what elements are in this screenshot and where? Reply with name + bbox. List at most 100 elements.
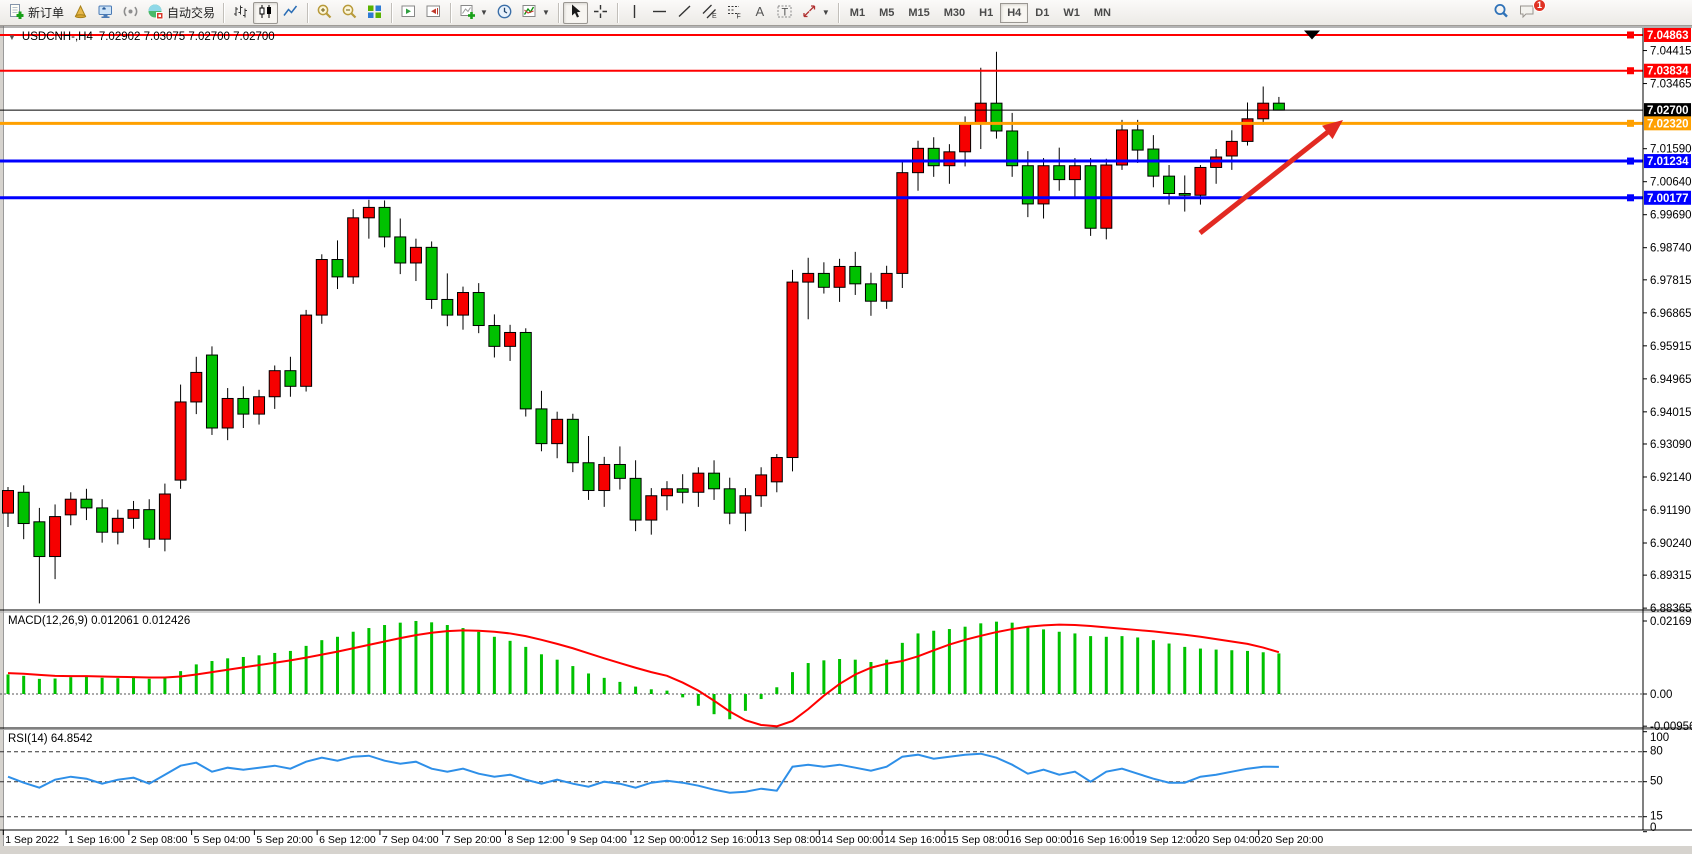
svg-text:7 Sep 20:00: 7 Sep 20:00 bbox=[445, 834, 502, 846]
svg-text:6.89315: 6.89315 bbox=[1650, 570, 1692, 582]
price-chart-canvas[interactable]: 7.04415 7.03465 7.01590 7.00640 6.99690 6.987… bbox=[0, 26, 1692, 854]
svg-text:20 Sep 20:00: 20 Sep 20:00 bbox=[1261, 834, 1324, 846]
svg-text:12 Sep 16:00: 12 Sep 16:00 bbox=[696, 834, 759, 846]
new-template-button[interactable]: ▼ bbox=[455, 2, 492, 24]
zoom-out-button[interactable] bbox=[337, 2, 362, 24]
svg-text:7.00640: 7.00640 bbox=[1650, 177, 1692, 189]
timeframe-H1[interactable]: H1 bbox=[979, 6, 994, 19]
cursor-tool-button[interactable] bbox=[562, 1, 588, 24]
svg-text:8 Sep 12:00: 8 Sep 12:00 bbox=[507, 834, 564, 846]
svg-text:6.96865: 6.96865 bbox=[1650, 308, 1692, 320]
equidistant-channel-tool-button[interactable]: E bbox=[697, 2, 722, 24]
period-button[interactable] bbox=[492, 2, 517, 24]
toolbar: 新订单 自动交易 bbox=[0, 0, 1692, 26]
svg-text:15: 15 bbox=[1650, 811, 1663, 823]
svg-text:16 Sep 00:00: 16 Sep 00:00 bbox=[1010, 834, 1073, 846]
toolbar-separator bbox=[557, 2, 559, 23]
signal-button[interactable] bbox=[118, 2, 143, 24]
rsi-indicator-label: RSI(14) 64.8542 bbox=[8, 733, 93, 745]
horizontal-line-tool-button[interactable] bbox=[647, 2, 672, 24]
candlestick-mode-button[interactable] bbox=[253, 1, 279, 24]
svg-text:6.95915: 6.95915 bbox=[1650, 341, 1692, 353]
svg-text:19 Sep 12:00: 19 Sep 12:00 bbox=[1135, 834, 1198, 846]
channel-icon: E bbox=[701, 3, 718, 23]
svg-text:7.02320: 7.02320 bbox=[1647, 118, 1689, 130]
svg-text:7.03465: 7.03465 bbox=[1650, 79, 1692, 91]
toolbar-separator bbox=[307, 2, 309, 23]
chevron-down-icon: ▼ bbox=[541, 8, 550, 17]
svg-text:7.01590: 7.01590 bbox=[1650, 144, 1692, 156]
price-level-badge: 7.03834 bbox=[1644, 63, 1691, 78]
arrows-tool-button[interactable]: ▼ bbox=[797, 2, 834, 24]
svg-text:6.91190: 6.91190 bbox=[1650, 505, 1691, 517]
crosshair-tool-button[interactable] bbox=[588, 2, 613, 24]
svg-text:7.02700: 7.02700 bbox=[1647, 105, 1689, 117]
price-axis: 7.04415 7.03465 7.01590 7.00640 6.99690 6.987… bbox=[1642, 27, 1692, 834]
candlesticks bbox=[2, 51, 1285, 604]
timeframe-D1[interactable]: D1 bbox=[1035, 6, 1050, 19]
time-axis: 1 Sep 2022 1 Sep 16:00 2 Sep 08:00 5 Sep 04… bbox=[2, 830, 1324, 846]
vertical-line-tool-button[interactable] bbox=[622, 2, 647, 24]
auto-trading-label: 自动交易 bbox=[167, 6, 216, 20]
macd-indicator-label: MACD(12,26,9) 0.012061 0.012426 bbox=[8, 615, 191, 627]
trend-arrow-annotation bbox=[1198, 120, 1343, 235]
svg-text:0.021693: 0.021693 bbox=[1650, 616, 1692, 628]
timeframe-M15[interactable]: M15 bbox=[908, 6, 930, 19]
svg-text:7.01234: 7.01234 bbox=[1647, 156, 1689, 168]
search-icon bbox=[1492, 2, 1510, 23]
svg-text:6.90240: 6.90240 bbox=[1650, 538, 1692, 550]
svg-text:9 Sep 04:00: 9 Sep 04:00 bbox=[570, 834, 627, 846]
svg-text:0: 0 bbox=[1650, 822, 1656, 834]
ohlc-readout: 7.02902 7.03075 7.02700 7.02700 bbox=[98, 31, 275, 43]
horizontal-line-icon bbox=[651, 3, 668, 23]
svg-text:1 Sep 16:00: 1 Sep 16:00 bbox=[68, 834, 125, 846]
timeframe-M5[interactable]: M5 bbox=[879, 6, 895, 19]
zoom-in-button[interactable] bbox=[312, 2, 337, 24]
text-label-icon: T bbox=[776, 3, 793, 23]
auto-scroll-button[interactable] bbox=[396, 2, 421, 24]
collapse-triangle-icon[interactable]: ▼ bbox=[8, 32, 16, 42]
price-level-badge: 7.00177 bbox=[1644, 190, 1691, 205]
zoom-in-icon bbox=[316, 3, 333, 23]
svg-text:13 Sep 08:00: 13 Sep 08:00 bbox=[759, 834, 822, 846]
timeframe-MN[interactable]: MN bbox=[1093, 6, 1111, 19]
vertical-line-icon bbox=[626, 3, 643, 23]
panel-separators bbox=[0, 609, 1692, 854]
template-icon bbox=[459, 3, 476, 23]
auto-trading-button[interactable]: 自动交易 bbox=[143, 2, 219, 24]
bar-chart-mode-button[interactable] bbox=[228, 2, 253, 24]
svg-text:6.88365: 6.88365 bbox=[1650, 603, 1692, 615]
svg-text:7 Sep 04:00: 7 Sep 04:00 bbox=[382, 834, 439, 846]
indicators-button[interactable]: ▼ bbox=[517, 2, 554, 24]
chart-shift-icon bbox=[425, 3, 442, 23]
svg-text:6.97815: 6.97815 bbox=[1650, 275, 1692, 287]
svg-text:7.04415: 7.04415 bbox=[1650, 46, 1692, 58]
trendline-tool-button[interactable] bbox=[672, 2, 697, 24]
search-button[interactable] bbox=[1488, 2, 1514, 24]
zoom-out-icon bbox=[341, 3, 358, 23]
tile-windows-button[interactable] bbox=[362, 2, 387, 24]
line-chart-mode-button[interactable] bbox=[278, 2, 303, 24]
price-level-badge: 7.02320 bbox=[1644, 116, 1691, 131]
bar-chart-icon bbox=[232, 3, 249, 23]
market-watch-button[interactable] bbox=[68, 2, 93, 24]
chart-shift-button[interactable] bbox=[421, 2, 446, 24]
new-order-button[interactable]: 新订单 bbox=[4, 2, 68, 24]
fibonacci-tool-button[interactable]: F bbox=[722, 2, 747, 24]
chevron-down-icon: ▼ bbox=[821, 8, 830, 17]
text-tool-button[interactable]: A bbox=[747, 2, 772, 24]
mql-community-button[interactable] bbox=[93, 2, 118, 24]
timeframe-M1[interactable]: M1 bbox=[849, 6, 866, 19]
timeframe-H4[interactable]: H4 bbox=[1000, 2, 1029, 23]
svg-text:2 Sep 08:00: 2 Sep 08:00 bbox=[131, 834, 188, 846]
timeframe-W1[interactable]: W1 bbox=[1063, 6, 1080, 19]
clock-icon bbox=[496, 3, 513, 23]
timeframe-M30[interactable]: M30 bbox=[943, 6, 966, 19]
timeframe-switcher: M1 M5 M15 M30 H1 H4 D1 W1 MN bbox=[843, 2, 1118, 23]
text-label-tool-button[interactable]: T bbox=[772, 2, 797, 24]
svg-text:6.93090: 6.93090 bbox=[1650, 439, 1692, 451]
notifications-button[interactable]: 1 bbox=[1514, 0, 1546, 24]
chart-area[interactable]: 7.04415 7.03465 7.01590 7.00640 6.99690 6.987… bbox=[0, 26, 1692, 854]
svg-text:F: F bbox=[736, 13, 740, 20]
